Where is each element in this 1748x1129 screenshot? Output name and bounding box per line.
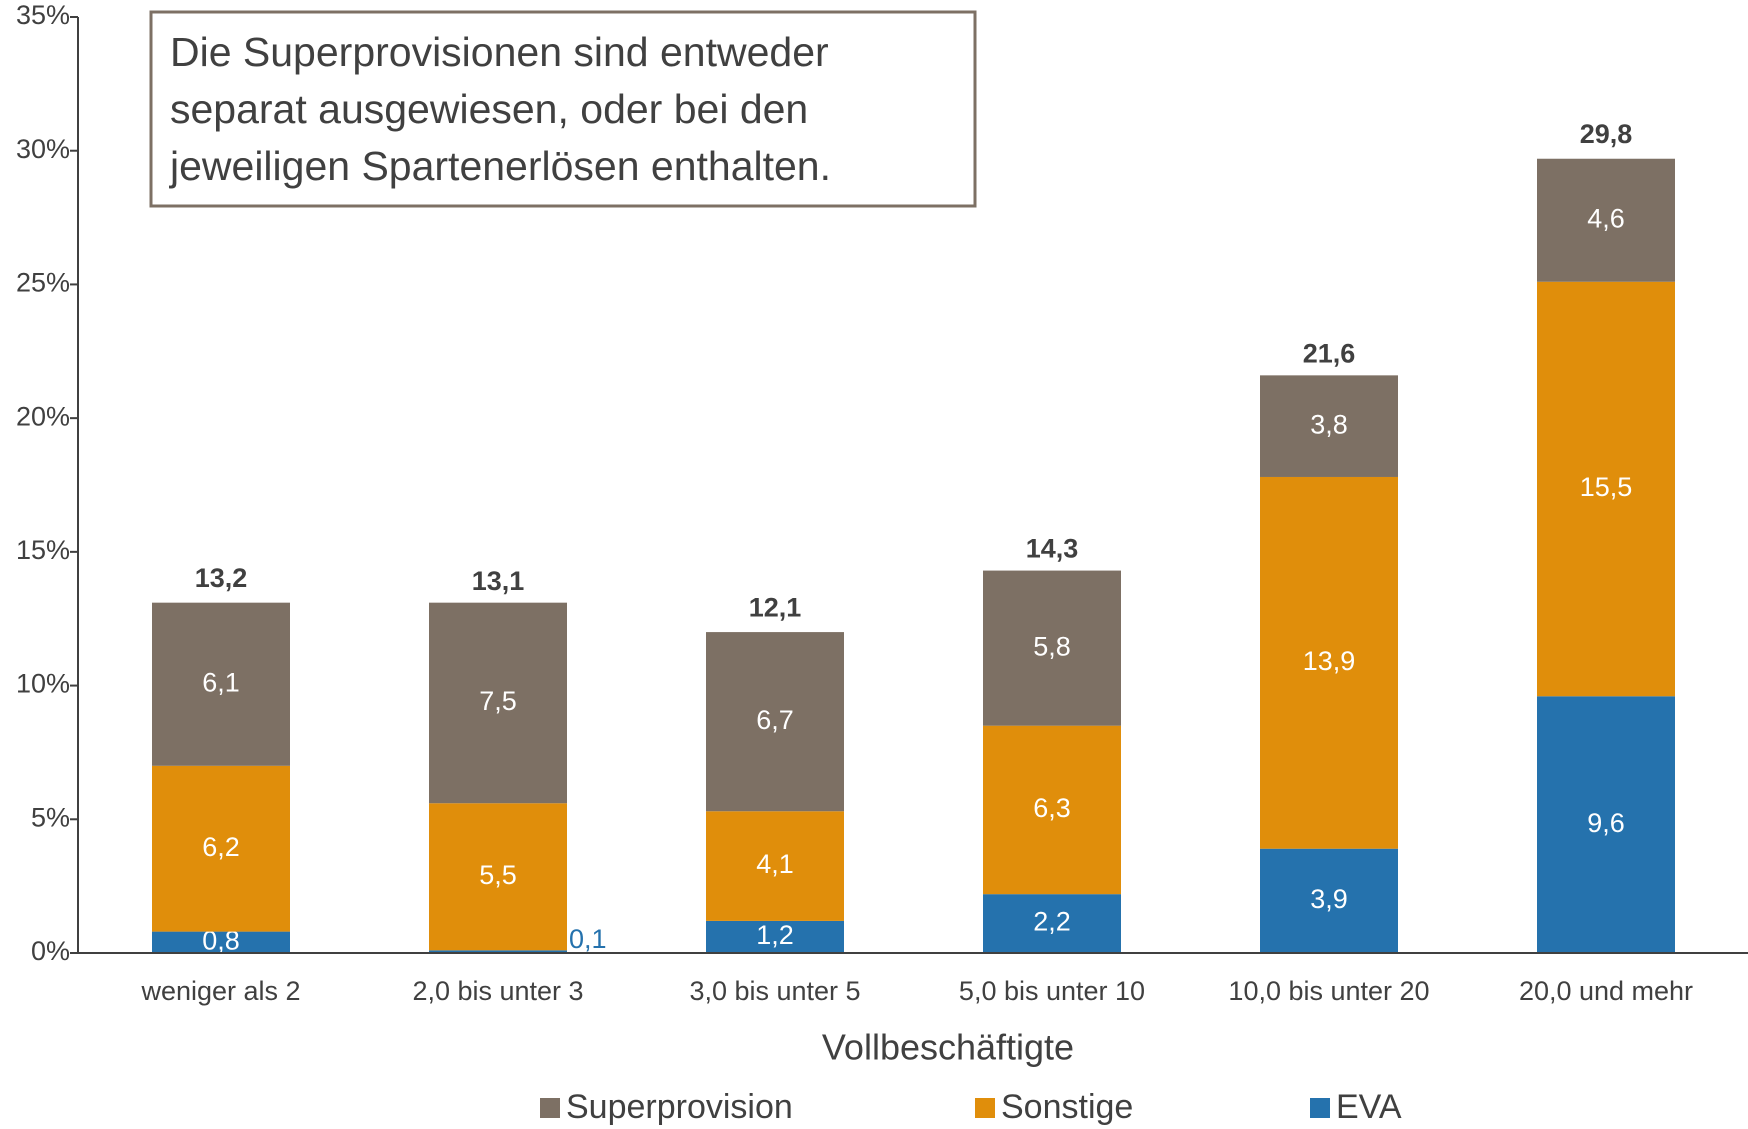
data-label: 6,3 [1033, 793, 1071, 823]
bar-segment [429, 803, 567, 951]
data-label: 4,1 [756, 849, 794, 879]
bar-segment [152, 931, 290, 953]
y-tick-label: 20% [16, 401, 70, 431]
total-label: 13,1 [472, 566, 525, 596]
y-tick-label: 0% [31, 936, 70, 966]
data-label: 3,8 [1310, 409, 1348, 439]
bar-segment [1537, 158, 1675, 282]
annotation-line: Die Superprovisionen sind entweder [170, 29, 829, 75]
bar-segment [706, 632, 844, 812]
data-label: 7,5 [479, 686, 517, 716]
bar-segment [429, 602, 567, 804]
data-label: 3,9 [1310, 884, 1348, 914]
bar-segment [706, 920, 844, 953]
bar-segment [706, 811, 844, 921]
annotation-line: jeweiligen Spartenerlösen enthalten. [169, 143, 831, 189]
data-label: 13,9 [1303, 646, 1356, 676]
x-tick-label: weniger als 2 [140, 976, 300, 1006]
bar-segment [429, 950, 567, 953]
bar-segment [1260, 476, 1398, 849]
bar-segment [1537, 281, 1675, 697]
total-label: 14,3 [1026, 534, 1079, 564]
data-label: 5,5 [479, 860, 517, 890]
y-tick-label: 15% [16, 535, 70, 565]
x-tick-label: 10,0 bis unter 20 [1228, 976, 1429, 1006]
y-tick-label: 5% [31, 802, 70, 832]
y-tick-label: 25% [16, 268, 70, 298]
annotation-line: separat ausgewiesen, oder bei den [170, 86, 808, 132]
y-tick-label: 10% [16, 669, 70, 699]
annotation-box [149, 10, 977, 208]
total-label: 29,8 [1580, 119, 1633, 149]
bar-segment [1260, 848, 1398, 953]
legend-label: EVA [1336, 1088, 1402, 1126]
bar-segment [152, 765, 290, 932]
legend-label: Sonstige [1001, 1088, 1133, 1126]
x-tick-label: 3,0 bis unter 5 [689, 976, 860, 1006]
data-label: 0,1 [569, 924, 607, 954]
legend-swatch [975, 1098, 995, 1118]
bar-segment [983, 570, 1121, 726]
data-label: 4,6 [1587, 203, 1625, 233]
total-label: 12,1 [749, 593, 802, 623]
x-axis-label: Vollbeschäftigte [822, 1027, 1074, 1068]
data-label: 6,7 [756, 705, 794, 735]
data-label: 6,1 [202, 667, 240, 697]
total-label: 21,6 [1303, 338, 1356, 368]
data-label: 6,2 [202, 832, 240, 862]
data-label: 5,8 [1033, 631, 1071, 661]
bar-segment [1537, 696, 1675, 953]
x-tick-label: 20,0 und mehr [1519, 976, 1693, 1006]
data-label: 2,2 [1033, 907, 1071, 937]
data-label: 1,2 [756, 920, 794, 950]
y-tick-label: 30% [16, 134, 70, 164]
legend-swatch [1310, 1098, 1330, 1118]
data-label: 15,5 [1580, 472, 1633, 502]
bar-segment [983, 894, 1121, 953]
legend-label: Superprovision [566, 1088, 793, 1126]
bar-segment [152, 602, 290, 766]
bar-segment [1260, 375, 1398, 477]
total-label: 13,2 [195, 563, 248, 593]
y-tick-label: 35% [16, 0, 70, 30]
legend-swatch [540, 1098, 560, 1118]
x-tick-label: 2,0 bis unter 3 [412, 976, 583, 1006]
bar-segment [983, 725, 1121, 895]
x-tick-label: 5,0 bis unter 10 [959, 976, 1145, 1006]
data-label: 9,6 [1587, 808, 1625, 838]
